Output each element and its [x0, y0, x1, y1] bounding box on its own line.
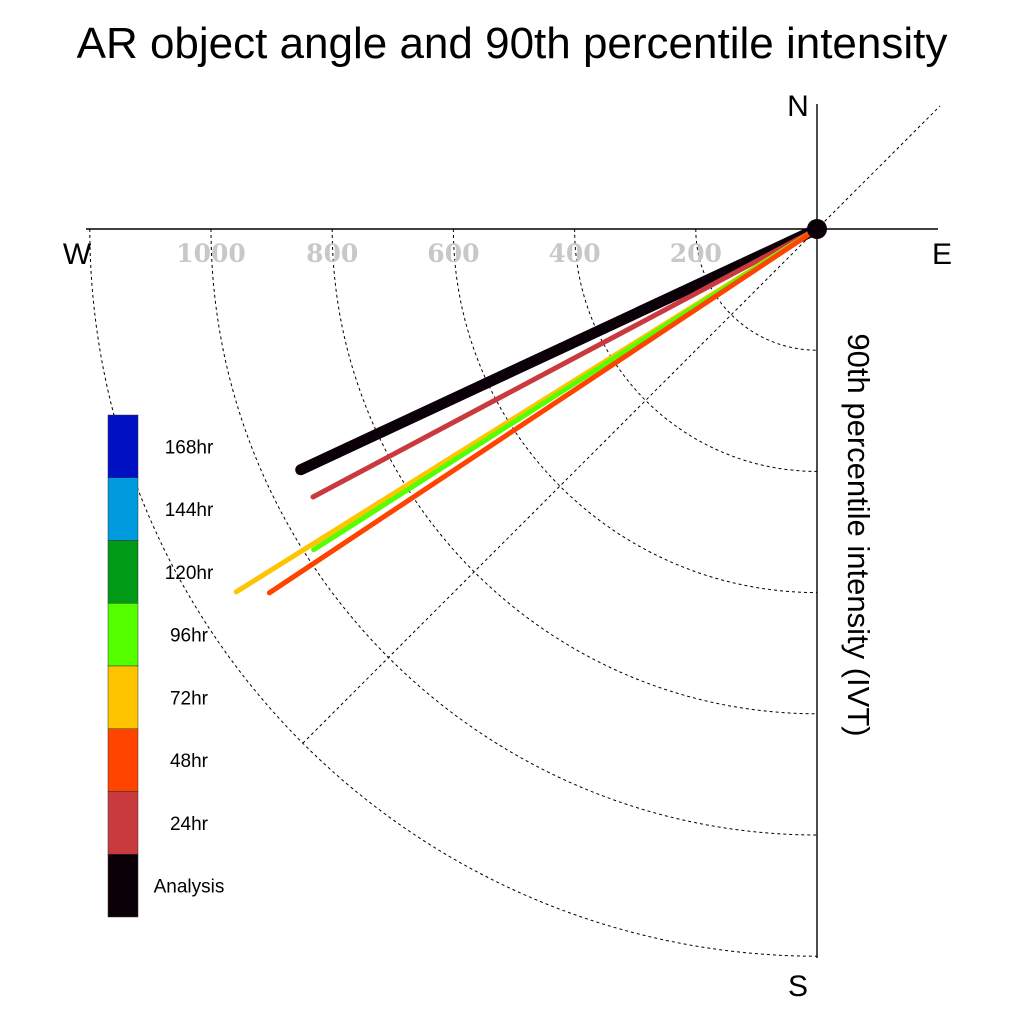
- legend-label-72hr: 72hr: [170, 688, 209, 709]
- legend-label-144hr: 144hr: [165, 500, 214, 521]
- legend-swatch-96hr: [107, 603, 139, 667]
- legend-label-96hr: 96hr: [170, 626, 209, 647]
- compass-east-label: E: [932, 238, 952, 271]
- legend-label-24hr: 24hr: [170, 814, 209, 835]
- legend-label-analysis: Analysis: [154, 877, 225, 898]
- y-axis-label: 90th percentile intensity (IVT): [841, 333, 876, 736]
- compass-north-label: N: [787, 90, 809, 123]
- legend-swatch-analysis: [107, 854, 139, 918]
- legend-swatch-72hr: [107, 665, 139, 729]
- diagonal-guide-line: [302, 105, 941, 744]
- legend-swatch-48hr: [107, 728, 139, 792]
- compass-south-label: S: [788, 970, 808, 1003]
- chart-grid: [89, 105, 941, 957]
- chart-title: AR object angle and 90th percentile inte…: [77, 19, 948, 68]
- legend: 168hr 144hr 120hr 96hr 72hr 48hr 24hr Analysis: [107, 414, 225, 918]
- legend-label-48hr: 48hr: [170, 751, 209, 772]
- legend-swatch-144hr: [107, 477, 139, 541]
- series-lines: [233, 223, 823, 596]
- legend-swatch-168hr: [107, 414, 139, 478]
- series-line-analysis: [295, 223, 823, 476]
- radial-tick-labels: 200 400 600 800 1000: [176, 239, 722, 268]
- radial-tick-1000: 1000: [176, 239, 246, 268]
- radial-tick-600: 600: [427, 239, 479, 268]
- legend-label-120hr: 120hr: [165, 563, 214, 584]
- compass-west-label: W: [63, 238, 92, 271]
- legend-label-168hr: 168hr: [165, 437, 214, 458]
- origin-marker: [807, 219, 827, 239]
- legend-swatch-24hr: [107, 791, 139, 855]
- radial-tick-400: 400: [549, 239, 601, 268]
- radial-tick-200: 200: [670, 239, 722, 268]
- radial-tick-800: 800: [306, 239, 358, 268]
- series-line-24hr: [310, 226, 820, 500]
- series-line-48hr: [266, 226, 820, 596]
- legend-swatch-120hr: [107, 540, 139, 604]
- range-ring-400: [574, 228, 818, 472]
- range-ring-600: [452, 228, 818, 594]
- range-ring-200: [695, 228, 818, 351]
